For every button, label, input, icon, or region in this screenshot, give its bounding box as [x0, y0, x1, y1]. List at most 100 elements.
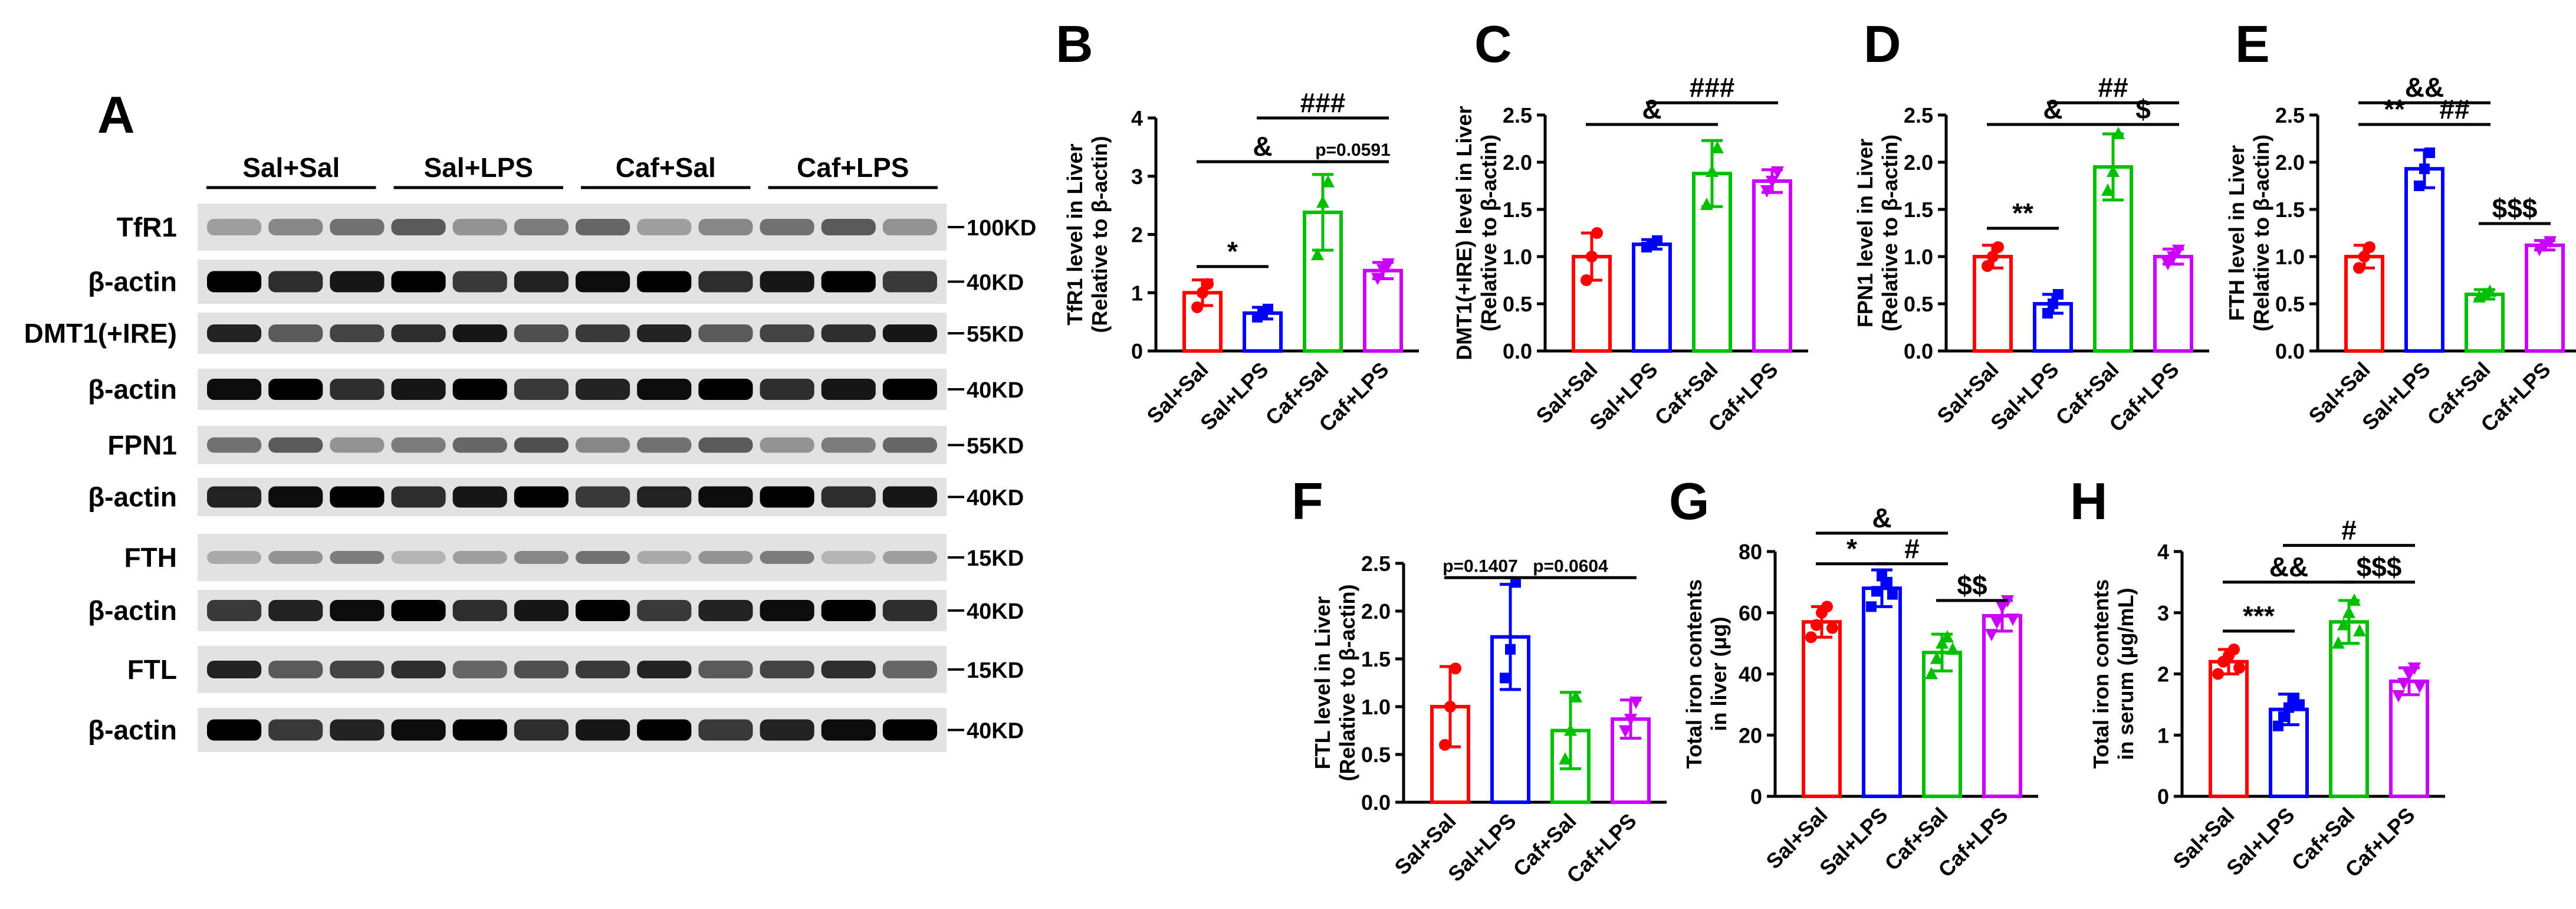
bar [1752, 179, 1792, 353]
blot-protein-label: β-actin [88, 267, 177, 297]
blot-protein-label: TfR1 [117, 212, 177, 242]
data-point [1816, 606, 1828, 619]
y-tick-label: 1 [2157, 723, 2169, 747]
data-point [2533, 244, 2546, 257]
blot-band [391, 437, 446, 453]
blot-band [821, 486, 876, 508]
y-axis-label: TfR1 level in Liver [1063, 143, 1087, 325]
x-tick-label: Sal+LPS [1815, 803, 1892, 881]
y-tick-label: 2.0 [2275, 150, 2305, 175]
y-tick-label: 0.0 [1361, 790, 1391, 815]
blot-band [576, 437, 630, 453]
data-point [1805, 631, 1817, 644]
blot-band [268, 271, 323, 293]
blot-protein-label: β-actin [88, 715, 177, 746]
x-tick-label: Caf+Sal [1880, 803, 1953, 875]
bar [2033, 302, 2073, 353]
blot-band [637, 661, 692, 678]
blot-band [514, 437, 569, 453]
y-axis-label: (Relative to β-actin) [1477, 134, 1501, 332]
data-point [1263, 303, 1273, 314]
bar [1611, 717, 1651, 805]
x-tick-label: Sal+Sal [1531, 357, 1602, 428]
y-tick-label: 1.0 [1361, 695, 1391, 719]
significance-label: && [2405, 72, 2444, 103]
blot-band [514, 661, 569, 678]
x-tick-label: Caf+Sal [1509, 809, 1581, 881]
data-point [1559, 752, 1572, 765]
data-point [2101, 183, 2114, 196]
data-point [2233, 662, 2245, 674]
data-point [2289, 693, 2299, 704]
blot-row: β-actin 40KD [88, 260, 1024, 304]
blot-band [330, 271, 385, 293]
bar [2404, 167, 2444, 353]
data-point [2483, 284, 2496, 297]
blot-band [821, 661, 876, 678]
blot-band [760, 600, 814, 621]
y-tick-label: 2.0 [1904, 150, 1933, 175]
blot-kd-label: 40KD [967, 719, 1024, 744]
data-point [2107, 165, 2120, 177]
x-tick-label: Caf+Sal [2051, 357, 2124, 430]
blot-group-label: Caf+Sal [616, 152, 716, 183]
data-point [2332, 636, 2345, 649]
y-tick-label: 0 [1750, 785, 1762, 809]
bar [2153, 255, 2193, 353]
data-point [1985, 629, 1998, 642]
x-tick-label: Sal+LPS [2357, 357, 2435, 435]
significance-label: ** [2384, 94, 2405, 124]
blot-band [514, 219, 569, 235]
blot-band [882, 551, 937, 564]
data-point [1311, 248, 1324, 261]
y-tick-label: 2 [2157, 662, 2169, 687]
blot-band [882, 379, 937, 400]
blot-band [391, 661, 446, 678]
data-point [1586, 251, 1598, 262]
significance-label: *** [2243, 600, 2275, 631]
data-point [1706, 165, 1719, 177]
blot-kd-label: 15KD [967, 546, 1024, 571]
blot-band [452, 551, 507, 564]
data-point [1252, 311, 1263, 323]
blot-row: FPN1 55KD [107, 426, 1024, 464]
blot-band [760, 219, 814, 235]
blot-kd-label: 100KD [967, 216, 1036, 241]
x-tick-label: Sal+LPS [2222, 803, 2299, 881]
data-point [1647, 239, 1657, 250]
y-axis-label: Total iron contents [2089, 579, 2113, 769]
blot-row: FTL 15KD [127, 646, 1024, 693]
blot-protein-label: β-actin [88, 595, 177, 626]
blot-band [821, 219, 876, 235]
significance-label: p=0.1407 [1443, 556, 1518, 576]
y-tick-label: 0.5 [2275, 292, 2305, 316]
blot-band [452, 219, 507, 235]
data-point [1581, 274, 1592, 286]
data-point [1641, 242, 1652, 252]
blot-band [330, 551, 385, 564]
x-tick-label: Sal+Sal [2304, 357, 2374, 428]
x-tick-label: Caf+LPS [2476, 357, 2555, 437]
data-point [1439, 739, 1451, 751]
data-point [2408, 662, 2421, 675]
y-tick-label: 60 [1739, 601, 1762, 625]
blot-band [391, 486, 446, 508]
bar [1922, 651, 1962, 798]
bar [1243, 311, 1283, 353]
data-point [2414, 181, 2424, 191]
blot-band [576, 719, 630, 741]
x-tick-label: Sal+Sal [1932, 357, 2003, 428]
data-point [2112, 127, 2125, 139]
significance-label: $$ [1957, 570, 1987, 600]
panel-letter: F [1292, 472, 1323, 530]
bar [1363, 268, 1403, 353]
blot-row: DMT1(+IRE) 55KD [24, 313, 1024, 354]
bar [1550, 728, 1591, 804]
y-tick-label: 1.0 [2275, 245, 2305, 269]
blot-band [576, 271, 630, 293]
blot-band [330, 219, 385, 235]
blot-kd-label: 15KD [967, 658, 1024, 683]
y-tick-label: 2.5 [1361, 552, 1391, 576]
blot-band [821, 324, 876, 342]
panel-letter: G [1669, 472, 1709, 530]
